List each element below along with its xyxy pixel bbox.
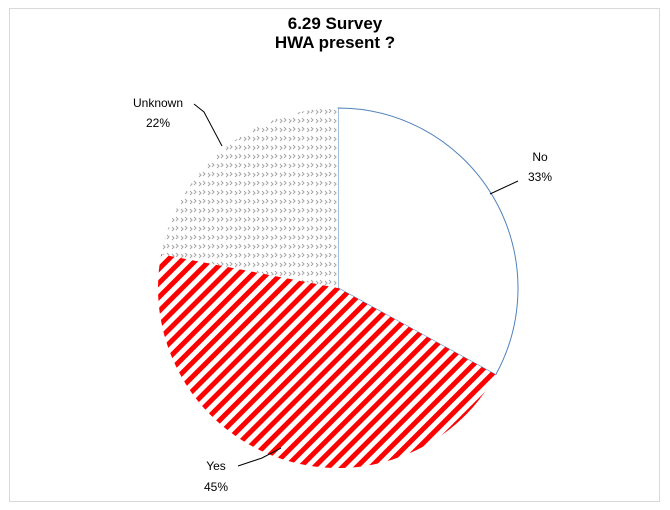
pie-slice-no <box>337 107 519 376</box>
slice-label-yes: Yes <box>206 459 226 473</box>
leader-lines <box>193 103 519 467</box>
slice-label-unknown: Unknown <box>133 96 183 110</box>
leader-line-unknown <box>193 103 223 147</box>
pie-slices <box>157 107 519 469</box>
slice-value-yes: 45% <box>204 480 228 494</box>
slice-value-unknown: 22% <box>146 116 170 130</box>
chart-title-line-2: HWA present ? <box>274 33 396 52</box>
pie-slice-yes <box>157 254 496 469</box>
leader-line-yes <box>237 447 282 467</box>
chart-title: 6.29 Survey HWA present ? <box>0 14 670 52</box>
pie-slice-unknown <box>161 108 338 288</box>
slice-value-no: 33% <box>528 170 552 184</box>
chart-title-line-1: 6.29 Survey <box>287 14 383 33</box>
slice-labels: No 33% Yes 45% Unknown 22% <box>133 96 552 494</box>
slice-label-no: No <box>532 150 548 164</box>
leader-line-no <box>489 180 519 195</box>
